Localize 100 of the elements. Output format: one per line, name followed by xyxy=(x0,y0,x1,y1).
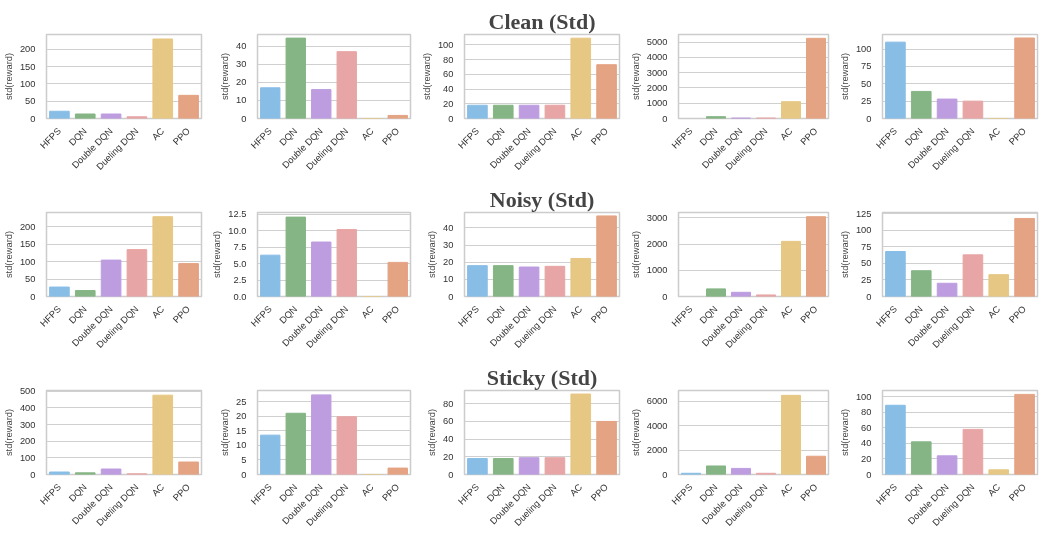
y-tick-label: 12.5 xyxy=(228,209,247,220)
y-tick-label: 0 xyxy=(866,291,872,302)
x-tick-label: AC xyxy=(568,125,585,143)
y-tick-label: 50 xyxy=(861,258,872,269)
y-tick-label: 0 xyxy=(30,291,36,302)
y-axis-title: std(reward) xyxy=(220,52,231,101)
y-tick-label: 80 xyxy=(861,407,872,418)
x-tick-label: AC xyxy=(986,303,1003,321)
y-tick-label: 0 xyxy=(662,113,668,124)
y-tick-label: 0 xyxy=(30,469,36,480)
y-tick-label: 0 xyxy=(448,291,454,302)
y-tick-label: 1000 xyxy=(646,98,668,109)
y-axis-title: std(reward) xyxy=(630,408,641,457)
x-tick-label: AC xyxy=(986,481,1003,499)
y-axis-title: std(reward) xyxy=(630,230,641,279)
y-axis-title: std(reward) xyxy=(3,52,14,101)
y-tick-label: 60 xyxy=(443,416,454,427)
y-tick-label: 2000 xyxy=(646,82,668,93)
y-tick-label: 50 xyxy=(861,78,872,89)
y-tick-label: 100 xyxy=(19,256,36,267)
y-tick-label: 15 xyxy=(236,425,247,436)
y-tick-label: 100 xyxy=(855,44,872,55)
y-tick-label: 4000 xyxy=(646,52,668,63)
x-tick-label: AC xyxy=(778,481,795,499)
y-tick-label: 25 xyxy=(236,396,247,407)
y-axis-title: std(reward) xyxy=(3,230,14,279)
y-tick-label: 7.5 xyxy=(233,242,247,253)
y-tick-label: 20 xyxy=(443,98,454,109)
y-axis-title: std(reward) xyxy=(839,408,850,457)
y-tick-label: 2000 xyxy=(646,239,668,249)
y-tick-label: 400 xyxy=(19,402,36,413)
y-tick-label: 20 xyxy=(861,453,872,464)
y-tick-label: 10 xyxy=(443,274,454,285)
y-tick-label: 20 xyxy=(236,411,247,422)
y-axis-title: std(reward) xyxy=(630,52,641,101)
x-tick-label: AC xyxy=(778,303,795,321)
y-tick-label: 80 xyxy=(443,54,454,65)
y-tick-label: 75 xyxy=(861,241,872,252)
y-tick-label: 150 xyxy=(19,61,36,72)
y-tick-label: 50 xyxy=(25,96,36,107)
y-tick-label: 100 xyxy=(855,225,872,236)
y-tick-label: 200 xyxy=(19,44,36,55)
y-tick-label: 0 xyxy=(662,469,668,480)
y-axis-title: std(reward) xyxy=(427,230,438,279)
y-tick-label: 20 xyxy=(443,451,454,462)
x-tick-label: AC xyxy=(986,125,1003,143)
y-tick-label: 5000 xyxy=(646,37,668,48)
y-tick-label: 0.0 xyxy=(233,291,247,302)
chart-title: Sticky (Std) xyxy=(486,364,598,390)
y-tick-label: 40 xyxy=(236,41,247,52)
y-tick-label: 6000 xyxy=(646,396,668,407)
y-tick-label: 100 xyxy=(855,391,872,402)
y-tick-label: 200 xyxy=(19,436,36,447)
chart-title: Noisy (Std) xyxy=(489,186,595,212)
y-tick-label: 0 xyxy=(866,469,872,480)
y-tick-label: 4000 xyxy=(646,420,668,431)
y-tick-label: 0 xyxy=(241,469,247,480)
y-tick-label: 25 xyxy=(861,274,872,285)
y-tick-label: 100 xyxy=(19,78,36,89)
y-tick-label: 500 xyxy=(19,386,36,397)
y-tick-label: 80 xyxy=(443,398,454,409)
y-tick-label: 300 xyxy=(19,419,36,430)
y-tick-label: 20 xyxy=(443,257,454,268)
y-tick-label: 40 xyxy=(861,438,872,449)
y-axis-title: std(reward) xyxy=(212,230,223,279)
x-tick-label: AC xyxy=(359,125,376,143)
y-axis-title: std(reward) xyxy=(3,408,14,457)
x-tick-label: AC xyxy=(359,303,376,321)
x-tick-label: AC xyxy=(359,481,376,499)
y-tick-label: 5.0 xyxy=(233,258,247,269)
y-tick-label: 150 xyxy=(19,239,36,249)
y-tick-label: 60 xyxy=(443,69,454,80)
x-tick-label: AC xyxy=(568,303,585,321)
y-tick-label: 75 xyxy=(861,61,872,72)
y-tick-label: 0 xyxy=(241,113,247,124)
y-tick-label: 30 xyxy=(236,59,247,70)
y-tick-label: 50 xyxy=(25,274,36,284)
y-tick-label: 5 xyxy=(241,454,247,465)
y-tick-label: 100 xyxy=(19,452,36,463)
chart-title: Clean (Std) xyxy=(488,8,596,34)
y-tick-label: 3000 xyxy=(646,212,668,223)
y-tick-label: 30 xyxy=(443,240,454,251)
y-tick-label: 10.0 xyxy=(228,225,247,236)
y-tick-label: 0 xyxy=(448,113,454,124)
y-tick-label: 0 xyxy=(30,113,36,124)
y-tick-label: 2000 xyxy=(646,445,668,456)
x-tick-label: AC xyxy=(150,303,167,321)
y-tick-label: 1000 xyxy=(646,265,668,276)
y-tick-label: 40 xyxy=(443,84,454,95)
x-tick-label: AC xyxy=(778,125,795,143)
y-tick-label: 40 xyxy=(443,222,454,233)
y-tick-label: 40 xyxy=(443,434,454,445)
y-tick-label: 100 xyxy=(437,39,454,50)
y-tick-label: 2.5 xyxy=(233,275,247,286)
x-tick-label: AC xyxy=(568,481,585,499)
y-tick-label: 60 xyxy=(861,422,872,433)
y-axis-title: std(reward) xyxy=(839,52,850,101)
y-tick-label: 0 xyxy=(448,469,454,480)
y-tick-label: 3000 xyxy=(646,67,668,78)
y-tick-label: 10 xyxy=(236,440,247,451)
